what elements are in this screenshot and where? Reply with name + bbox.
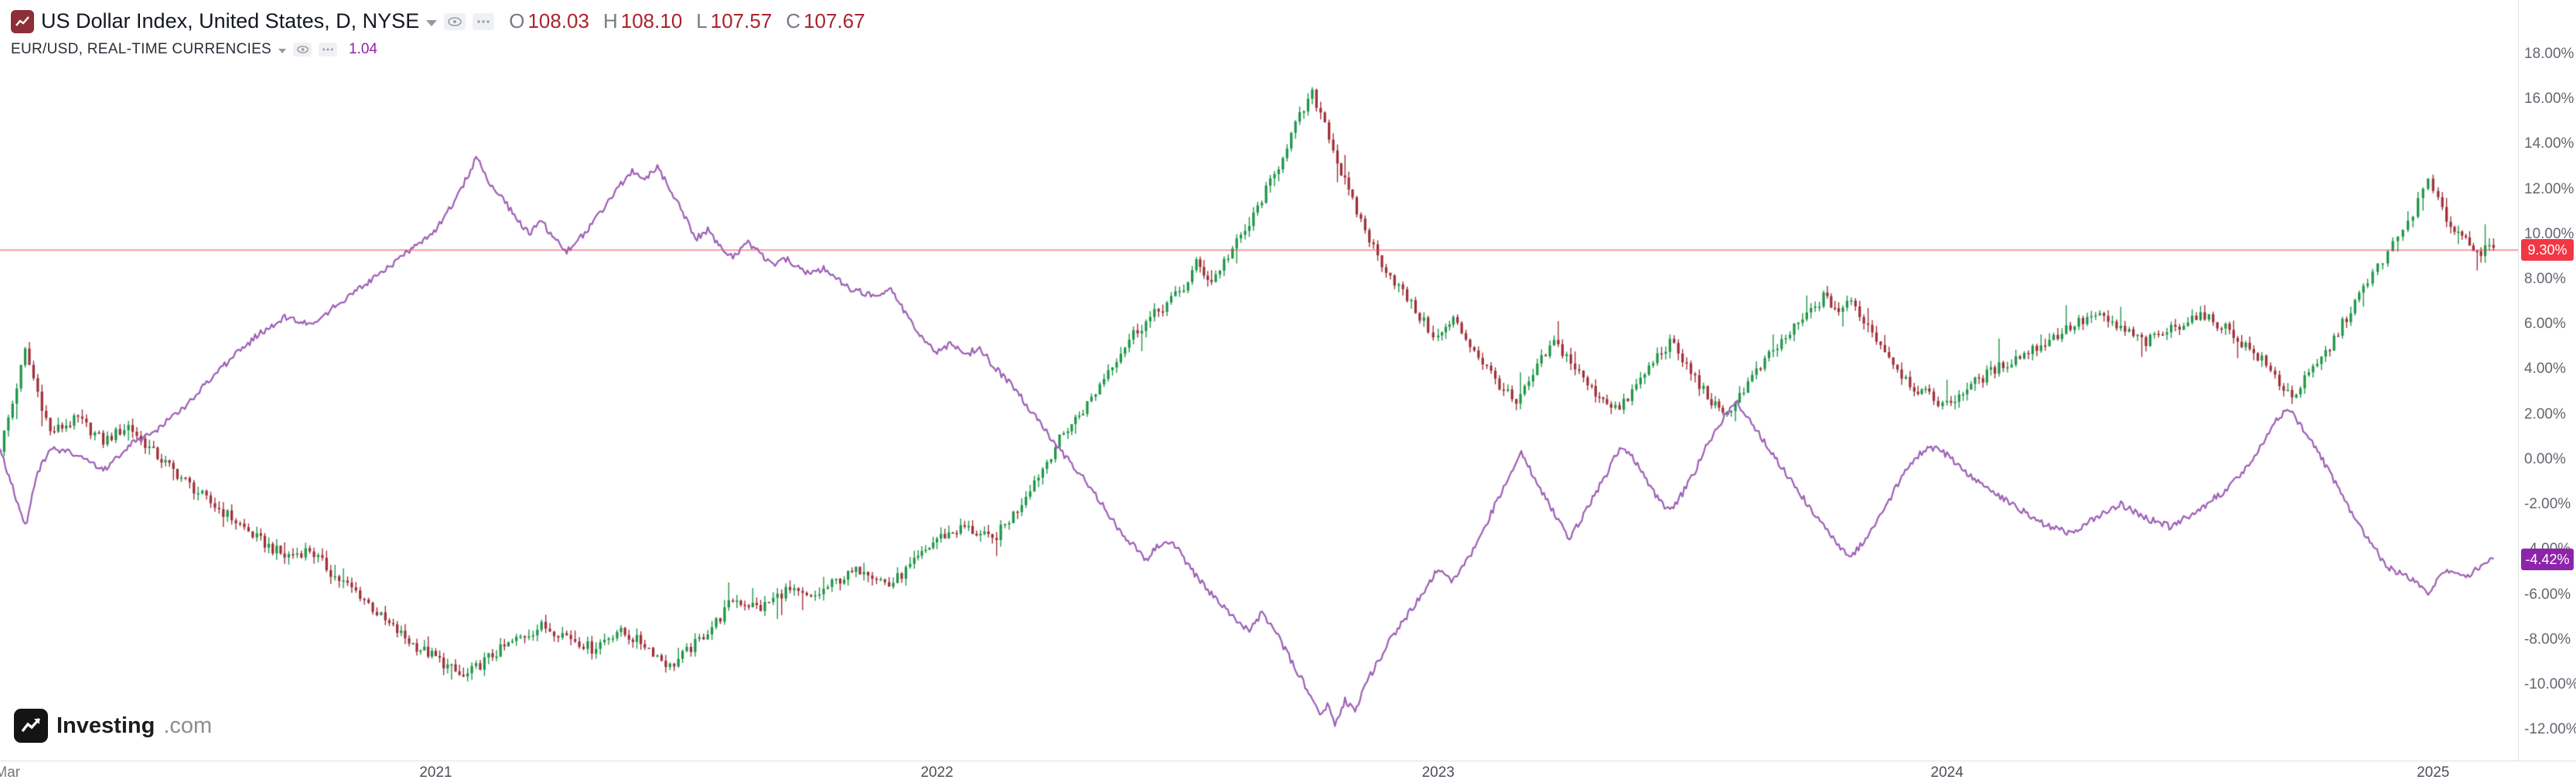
- open-label: O: [509, 9, 525, 32]
- time-tick: 2023: [1421, 764, 1455, 781]
- price-tick: -2.00%: [2524, 496, 2571, 513]
- price-tick: 8.00%: [2524, 270, 2566, 287]
- price-chart-canvas[interactable]: [0, 0, 2519, 761]
- investing-watermark: Investing .com: [14, 709, 212, 743]
- dxy-last-price-badge: 9.30%: [2521, 239, 2574, 262]
- close-label: C: [786, 9, 801, 32]
- bottom-axis[interactable]: Mar 2021 2022 2023 2024 2025: [0, 761, 2576, 783]
- visibility-toggle-icon[interactable]: [293, 43, 312, 56]
- symbol-title[interactable]: US Dollar Index, United States, D, NYSE: [41, 9, 420, 32]
- price-tick: -12.00%: [2524, 721, 2576, 738]
- more-options-icon[interactable]: [319, 43, 338, 56]
- legend-row-dxy[interactable]: US Dollar Index, United States, D, NYSE …: [11, 9, 865, 33]
- price-tick: 18.00%: [2524, 45, 2574, 62]
- price-tick: -8.00%: [2524, 631, 2571, 648]
- brand-name: Investing: [56, 713, 155, 738]
- more-options-icon[interactable]: [473, 12, 495, 30]
- symbol2-title[interactable]: EUR/USD, REAL-TIME CURRENCIES: [11, 41, 272, 57]
- brand-suffix: .com: [163, 713, 213, 738]
- high-value: 108.10: [620, 9, 683, 32]
- chevron-down-icon[interactable]: [278, 49, 287, 53]
- price-tick: 0.00%: [2524, 450, 2566, 467]
- time-tick: 2025: [2417, 764, 2450, 781]
- symbol2-value: 1.04: [349, 41, 377, 57]
- time-tick: Mar: [0, 764, 21, 781]
- price-tick: 4.00%: [2524, 361, 2566, 378]
- chevron-down-icon[interactable]: [426, 19, 438, 26]
- low-value: 107.57: [710, 9, 773, 32]
- low-label: L: [696, 9, 708, 32]
- close-value: 107.67: [804, 9, 865, 32]
- visibility-toggle-icon[interactable]: [444, 12, 466, 30]
- legend-row-eurusd[interactable]: EUR/USD, REAL-TIME CURRENCIES 1.04: [11, 41, 865, 58]
- legend: US Dollar Index, United States, D, NYSE …: [11, 9, 865, 58]
- time-tick: 2021: [419, 764, 452, 781]
- price-tick: -10.00%: [2524, 676, 2576, 693]
- price-tick: -6.00%: [2524, 586, 2571, 603]
- high-label: H: [602, 9, 618, 32]
- price-tick: 16.00%: [2524, 91, 2574, 108]
- price-tick: 10.00%: [2524, 225, 2574, 242]
- price-tick: 2.00%: [2524, 405, 2566, 422]
- price-tick: 6.00%: [2524, 316, 2566, 333]
- ohlc-values: O 108.03 H 108.10 L 107.57 C 107.67: [509, 9, 865, 33]
- investing-logo-icon: [14, 709, 48, 743]
- price-tick: 14.00%: [2524, 135, 2574, 152]
- right-axis[interactable]: 18.00% 16.00% 14.00% 12.00% 10.00% 8.00% 6.00%…: [2518, 0, 2576, 783]
- price-tick: 12.00%: [2524, 180, 2574, 197]
- symbol-logo-icon: [11, 9, 34, 33]
- open-value: 108.03: [527, 9, 589, 32]
- eurusd-last-price-badge: -4.42%: [2521, 548, 2574, 570]
- time-tick: 2024: [1930, 764, 1964, 781]
- time-tick: 2022: [920, 764, 954, 781]
